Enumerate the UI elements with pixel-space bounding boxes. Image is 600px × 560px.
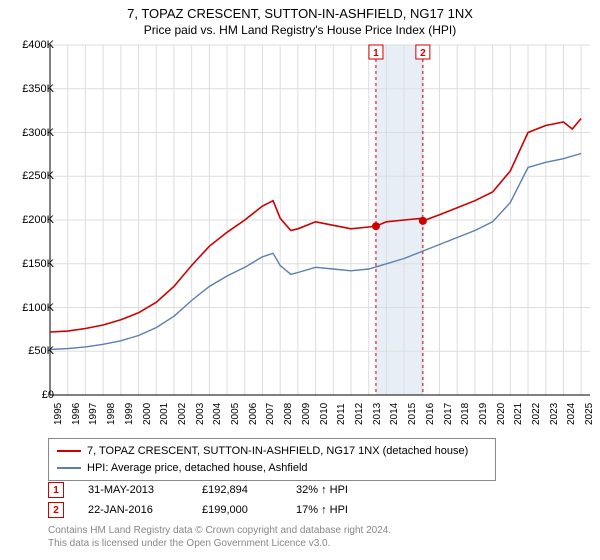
svg-text:2: 2 bbox=[420, 48, 426, 59]
legend-item-property: 7, TOPAZ CRESCENT, SUTTON-IN-ASHFIELD, N… bbox=[57, 443, 487, 460]
chart-title: 7, TOPAZ CRESCENT, SUTTON-IN-ASHFIELD, N… bbox=[0, 0, 600, 21]
sale-price-1: £192,894 bbox=[202, 484, 272, 496]
footnote-line2: This data is licensed under the Open Gov… bbox=[48, 537, 391, 550]
sale-delta-2: 17% ↑ HPI bbox=[296, 504, 376, 516]
sales-table: 1 31-MAY-2013 £192,894 32% ↑ HPI 2 22-JA… bbox=[48, 480, 376, 520]
legend-item-hpi: HPI: Average price, detached house, Ashf… bbox=[57, 460, 487, 477]
chart-container: 7, TOPAZ CRESCENT, SUTTON-IN-ASHFIELD, N… bbox=[0, 0, 600, 560]
sale-date-2: 22-JAN-2016 bbox=[88, 504, 178, 516]
svg-text:1: 1 bbox=[373, 48, 379, 59]
legend-label-hpi: HPI: Average price, detached house, Ashf… bbox=[87, 460, 308, 477]
sale-badge-1: 1 bbox=[48, 482, 64, 498]
sale-badge-2: 2 bbox=[48, 502, 64, 518]
legend: 7, TOPAZ CRESCENT, SUTTON-IN-ASHFIELD, N… bbox=[48, 438, 496, 481]
sale-delta-1: 32% ↑ HPI bbox=[296, 484, 376, 496]
legend-swatch-hpi bbox=[57, 467, 81, 469]
sale-price-2: £199,000 bbox=[202, 504, 272, 516]
legend-swatch-property bbox=[57, 450, 81, 452]
chart-plot-area: 12 bbox=[50, 45, 590, 395]
sale-row-1: 1 31-MAY-2013 £192,894 32% ↑ HPI bbox=[48, 480, 376, 500]
sale-row-2: 2 22-JAN-2016 £199,000 17% ↑ HPI bbox=[48, 500, 376, 520]
footnote: Contains HM Land Registry data © Crown c… bbox=[48, 524, 391, 550]
footnote-line1: Contains HM Land Registry data © Crown c… bbox=[48, 524, 391, 537]
sale-date-1: 31-MAY-2013 bbox=[88, 484, 178, 496]
legend-label-property: 7, TOPAZ CRESCENT, SUTTON-IN-ASHFIELD, N… bbox=[87, 443, 468, 460]
chart-subtitle: Price paid vs. HM Land Registry's House … bbox=[0, 21, 600, 41]
